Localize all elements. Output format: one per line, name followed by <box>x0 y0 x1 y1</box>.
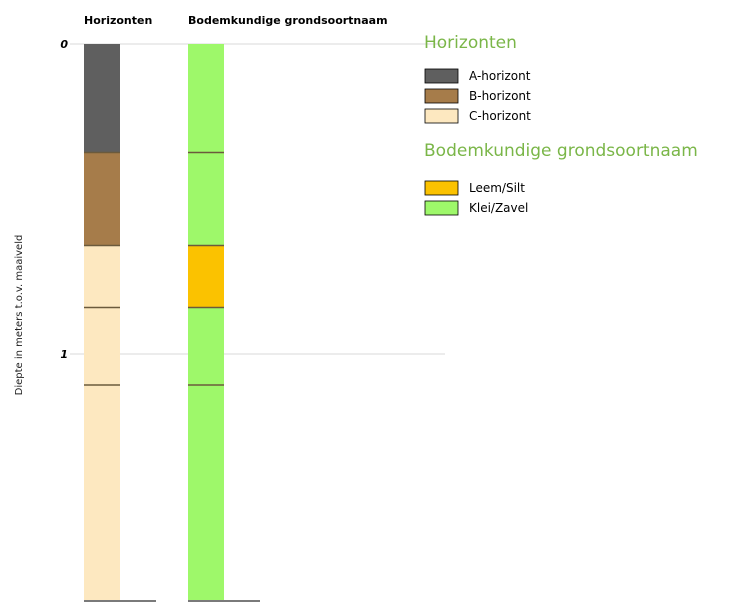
column-title: Bodemkundige grondsoortnaam <box>188 14 388 27</box>
legend: Horizonten A-horizont B-horizont C-horizont… <box>424 33 698 216</box>
layer-bar <box>84 307 120 385</box>
layer-bar <box>84 44 120 153</box>
layer-bar <box>188 44 224 153</box>
layer-bar <box>188 307 224 385</box>
layer-bar <box>188 152 224 246</box>
layer-bar <box>188 385 224 602</box>
legend-label: A-horizont <box>469 69 531 83</box>
legend-swatch <box>424 88 459 104</box>
layer-bar <box>84 385 120 602</box>
y-tick-labels: 01 <box>60 38 68 361</box>
y-tick-label: 0 <box>60 38 68 51</box>
legend-group-title: Horizonten <box>424 33 517 53</box>
column-title: Horizonten <box>84 14 152 27</box>
profile-columns: Horizonten Bodemkundige grondsoortnaam <box>84 14 388 602</box>
legend-swatch <box>424 68 459 84</box>
legend-swatch <box>424 200 459 216</box>
y-tick-label: 1 <box>60 348 68 361</box>
y-axis-label: Diepte in meters t.o.v. maaiveld <box>14 235 25 396</box>
layer-bar <box>84 152 120 246</box>
legend-label: C-horizont <box>469 109 531 123</box>
legend-swatch <box>424 180 459 196</box>
profile-column: Bodemkundige grondsoortnaam <box>188 14 388 602</box>
legend-label: Leem/Silt <box>469 181 525 195</box>
legend-label: B-horizont <box>469 89 531 103</box>
grid-lines <box>70 43 445 355</box>
profile-column: Horizonten <box>84 14 156 602</box>
legend-group-title: Bodemkundige grondsoortnaam <box>424 141 698 161</box>
layer-bar <box>188 245 224 308</box>
legend-swatch <box>424 108 459 124</box>
layer-bar <box>84 245 120 308</box>
legend-label: Klei/Zavel <box>469 201 528 215</box>
